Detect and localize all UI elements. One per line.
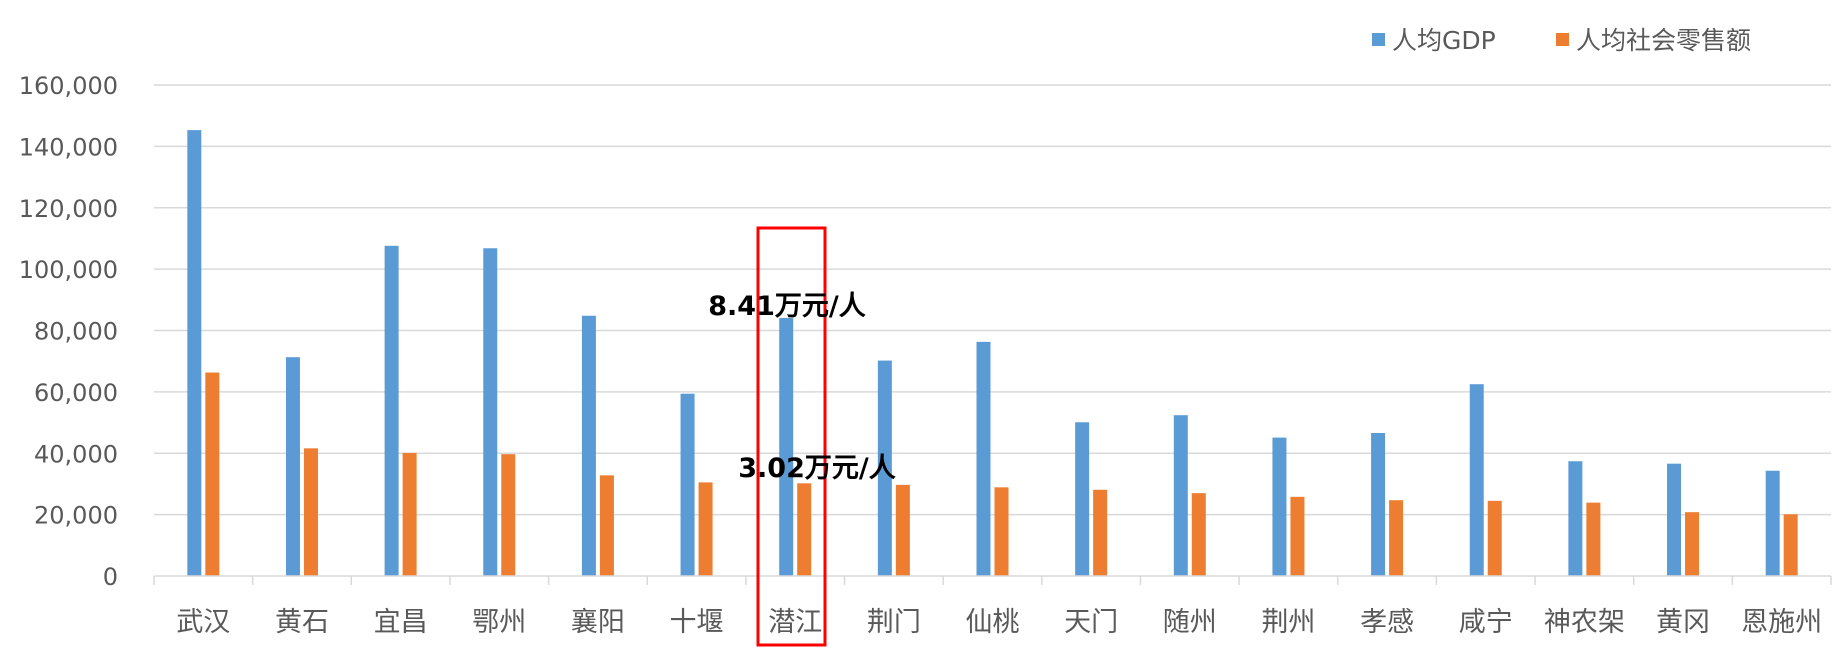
- gridlines: [154, 84, 1831, 516]
- legend: 人均GDP 人均社会零售额: [1372, 26, 1751, 55]
- bar-gdp: [1371, 432, 1386, 576]
- x-tick-label: 随州: [1163, 607, 1217, 638]
- bar-retail: [1290, 496, 1305, 576]
- bar-retail: [994, 487, 1009, 576]
- bar-gdp: [581, 315, 596, 576]
- bar-gdp: [1272, 437, 1287, 576]
- x-axis: 武汉 黄石 宜昌 鄂州 襄阳 十堰 潜江 荆门 仙桃 天门 随州 荆州 孝感 咸宁 神农架 黄冈 恩施州: [153, 575, 1832, 638]
- bar-gdp: [1765, 470, 1780, 576]
- x-tick-label: 十堰: [670, 607, 724, 638]
- bar-retail: [1487, 500, 1502, 576]
- highlight-box: [756, 226, 827, 647]
- x-tick-label: 神农架: [1544, 607, 1625, 638]
- x-tick-label: 咸宁: [1459, 607, 1513, 638]
- bar-gdp: [779, 317, 794, 576]
- y-tick-label: 0: [103, 563, 118, 591]
- bar-gdp: [976, 341, 991, 576]
- bar-gdp: [1667, 463, 1682, 576]
- bar-gdp: [1173, 415, 1188, 576]
- x-tick-label: 恩施州: [1741, 607, 1822, 638]
- bars: [187, 130, 1798, 577]
- bar-gdp: [1075, 422, 1090, 576]
- y-tick-label: 80,000: [34, 318, 118, 346]
- x-tick-label: 黄冈: [1656, 607, 1710, 638]
- x-tick-label: 潜江: [768, 607, 822, 638]
- bar-gdp: [1568, 461, 1583, 576]
- y-tick-label: 40,000: [34, 440, 118, 468]
- bar-gdp: [384, 245, 399, 577]
- bar-retail: [797, 483, 812, 576]
- x-tick-label: 宜昌: [374, 607, 428, 638]
- y-tick-label: 120,000: [19, 195, 118, 223]
- x-tick-label: 襄阳: [571, 607, 625, 638]
- bar-gdp: [1469, 384, 1484, 576]
- bar-retail: [599, 475, 614, 576]
- bar-retail: [895, 484, 910, 576]
- x-tick-label: 孝感: [1360, 607, 1414, 638]
- x-tick-label: 天门: [1064, 607, 1118, 638]
- annotation-retail: 3.02万元/人: [738, 453, 895, 484]
- bar-gdp: [680, 393, 695, 576]
- x-tick-label: 鄂州: [472, 607, 526, 638]
- bar-retail: [1191, 493, 1206, 576]
- legend-swatch-gdp: [1372, 33, 1385, 46]
- bar-gdp: [285, 357, 300, 576]
- bar-retail: [1586, 502, 1601, 576]
- y-tick-label: 100,000: [19, 256, 118, 284]
- y-tick-label: 140,000: [19, 133, 118, 161]
- x-tick-label: 荆门: [867, 607, 921, 638]
- bar-retail: [698, 482, 713, 576]
- bar-gdp: [877, 360, 892, 576]
- x-tick-label: 黄石: [275, 607, 329, 638]
- bar-retail: [205, 372, 220, 576]
- y-tick-label: 160,000: [19, 72, 118, 100]
- x-tick-label: 仙桃: [966, 607, 1020, 638]
- bar-retail: [1783, 514, 1798, 576]
- bar-gdp: [187, 130, 202, 576]
- bar-retail: [501, 454, 516, 576]
- legend-swatch-retail: [1556, 33, 1569, 46]
- y-axis-ticks: 0 20,000 40,000 60,000 80,000 100,000 120,000 1…: [19, 72, 118, 591]
- y-tick-label: 60,000: [34, 379, 118, 407]
- bar-retail: [1685, 512, 1700, 576]
- bar-retail: [402, 452, 417, 576]
- bar-retail: [1389, 500, 1404, 576]
- legend-label-retail: 人均社会零售额: [1576, 26, 1751, 55]
- x-tick-label: 荆州: [1261, 607, 1315, 638]
- bar-gdp: [483, 248, 498, 576]
- bar-retail: [303, 448, 318, 576]
- legend-label-gdp: 人均GDP: [1392, 26, 1496, 55]
- bar-retail: [1093, 489, 1108, 576]
- annotation-gdp: 8.41万元/人: [708, 291, 865, 322]
- y-tick-label: 20,000: [34, 502, 118, 530]
- x-tick-label: 武汉: [176, 607, 230, 638]
